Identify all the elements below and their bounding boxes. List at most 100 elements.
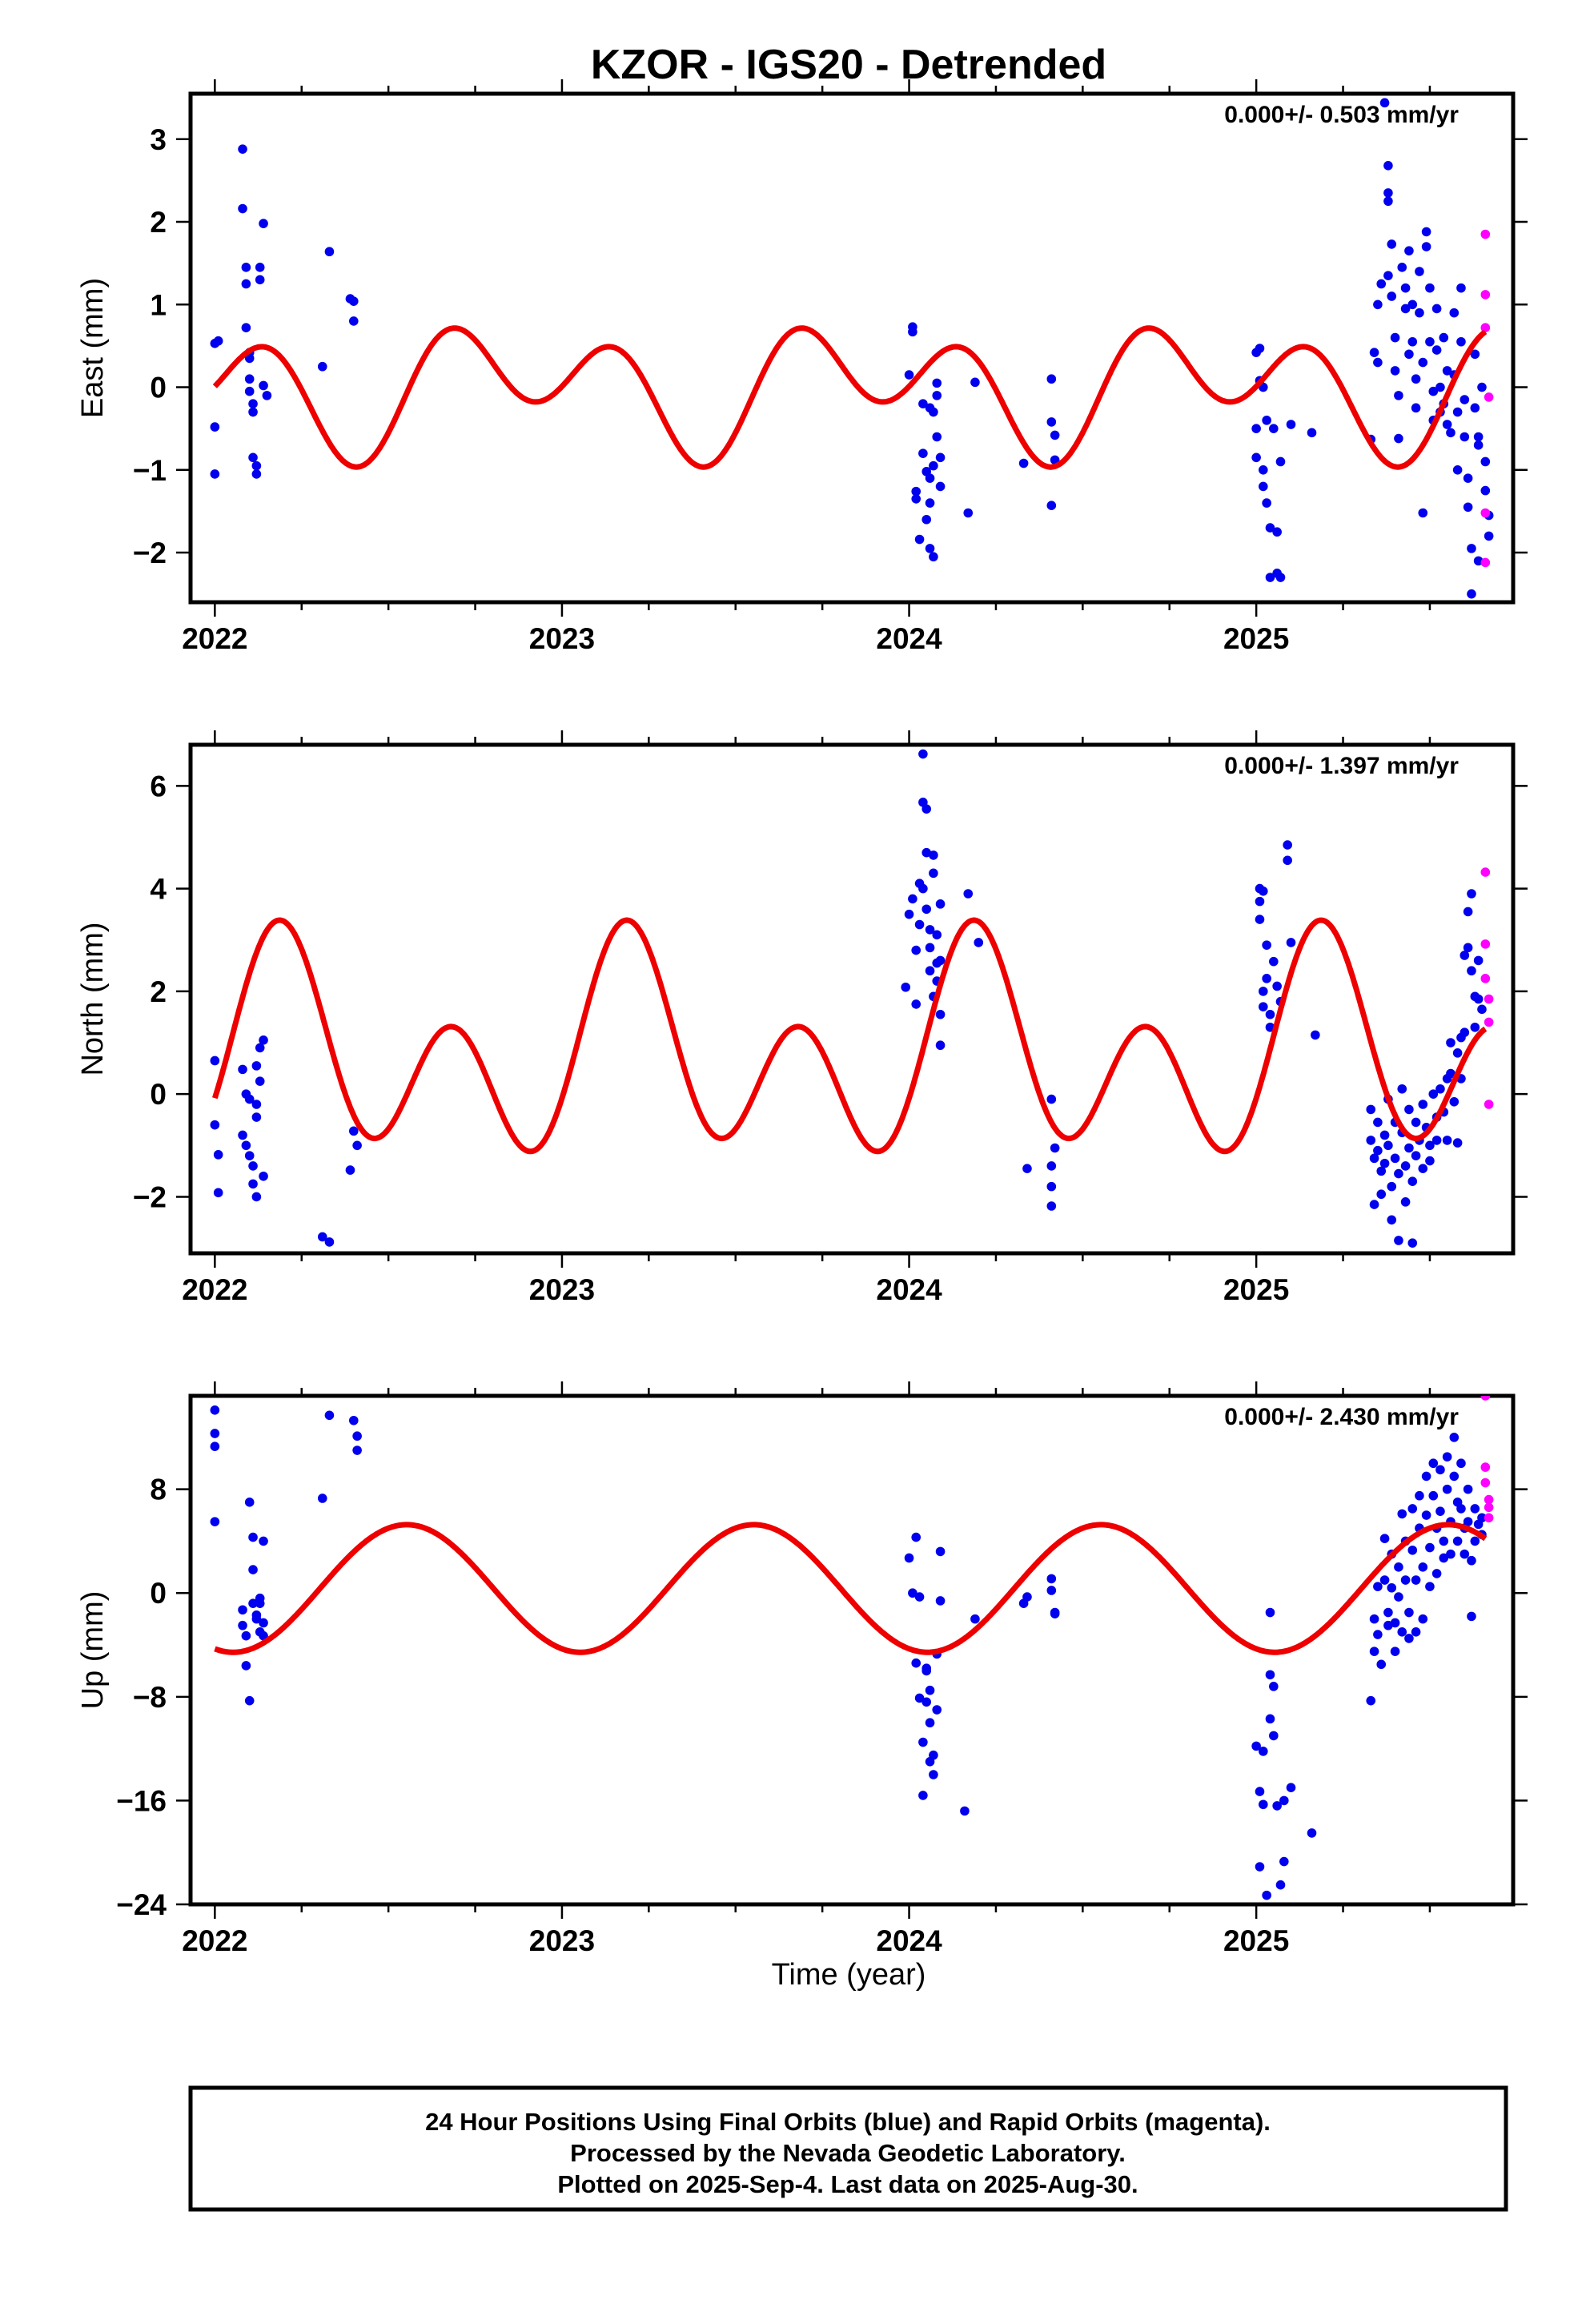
up-final-point <box>935 1596 946 1606</box>
north-final-point <box>935 955 946 966</box>
north-final-point <box>925 943 935 953</box>
east-final-point <box>210 422 220 432</box>
east-x-tick-label: 2024 <box>876 622 942 655</box>
north-final-point <box>1390 1153 1400 1164</box>
up-final-point <box>248 1565 258 1574</box>
east-final-point <box>1446 428 1456 438</box>
up-final-point <box>251 1614 262 1624</box>
east-final-point <box>1307 428 1317 438</box>
north-final-point <box>1262 940 1271 950</box>
up-final-point <box>932 1705 942 1715</box>
east-final-point <box>1470 403 1480 413</box>
east-final-point <box>317 361 327 372</box>
east-final-point <box>213 336 223 346</box>
east-final-point <box>1275 573 1286 582</box>
up-final-point <box>1404 1634 1414 1643</box>
north-final-point <box>210 1055 220 1066</box>
north-final-point <box>1446 1068 1456 1079</box>
up-final-point <box>241 1661 251 1671</box>
north-final-point <box>1397 1084 1407 1094</box>
north-final-point <box>1404 1143 1414 1153</box>
north-final-point <box>1467 889 1476 899</box>
east-rapid-point <box>1484 392 1494 402</box>
up-final-point <box>259 1630 268 1641</box>
north-final-point <box>1265 1009 1275 1019</box>
east-y-tick-label: −1 <box>133 454 167 487</box>
east-final-point <box>1272 527 1282 537</box>
up-final-point <box>1442 1452 1452 1462</box>
north-final-point <box>1383 1140 1393 1151</box>
up-final-point <box>1467 1611 1476 1622</box>
up-final-point <box>1435 1465 1445 1475</box>
east-final-point <box>1411 403 1421 413</box>
east-final-point <box>1369 348 1379 357</box>
up-final-point <box>1379 1534 1390 1543</box>
up-final-point <box>1435 1506 1445 1516</box>
east-final-point <box>324 247 335 257</box>
up-final-point <box>248 1598 258 1608</box>
up-final-point <box>1418 1562 1428 1572</box>
east-final-point <box>929 407 938 417</box>
east-final-point <box>1484 531 1494 541</box>
north-final-point <box>1442 1136 1452 1145</box>
north-final-point <box>259 1035 268 1045</box>
north-final-point <box>925 966 935 976</box>
north-y-tick-label: 2 <box>150 975 167 1008</box>
north-final-point <box>974 938 984 947</box>
east-final-point <box>251 469 262 479</box>
east-y-tick-label: 0 <box>150 372 167 404</box>
up-final-point <box>352 1445 362 1455</box>
north-final-point <box>1283 840 1292 850</box>
east-final-point <box>925 498 935 508</box>
east-final-point <box>918 399 928 408</box>
east-final-point <box>1379 98 1390 108</box>
up-final-point <box>1307 1828 1317 1838</box>
north-final-point <box>1046 1161 1057 1171</box>
east-rapid-point <box>1480 229 1491 239</box>
up-plot-frame <box>188 1393 1516 1907</box>
up-final-point <box>935 1546 946 1557</box>
up-final-point <box>1452 1536 1463 1546</box>
east-final-point <box>1415 308 1424 318</box>
north-final-point <box>1379 1130 1390 1140</box>
x-axis-label: Time (year) <box>772 1958 926 1992</box>
up-final-point <box>1428 1458 1439 1469</box>
north-final-point <box>911 999 921 1009</box>
north-final-point <box>1376 1189 1387 1200</box>
up-final-point <box>925 1718 935 1728</box>
north-final-point <box>1366 1136 1376 1145</box>
east-final-point <box>262 391 272 400</box>
east-final-point <box>1473 440 1484 450</box>
north-final-point <box>911 945 921 955</box>
up-final-point <box>1404 1607 1414 1618</box>
up-final-point <box>1425 1582 1435 1591</box>
north-y-tick-label: 0 <box>150 1078 167 1111</box>
north-final-point <box>1463 943 1473 953</box>
east-final-point <box>1387 239 1397 249</box>
up-final-point <box>1463 1484 1473 1494</box>
east-final-point <box>1431 345 1442 355</box>
north-rapid-point <box>1484 994 1494 1004</box>
east-rapid-point <box>1480 557 1491 568</box>
north-final-point <box>1259 987 1268 996</box>
east-final-point <box>1050 430 1060 440</box>
east-final-point <box>1473 556 1484 566</box>
up-final-point <box>255 1598 265 1608</box>
up-final-point <box>248 1532 258 1542</box>
north-final-point <box>1411 1117 1421 1128</box>
up-final-point <box>1387 1582 1397 1593</box>
up-x-tick-label: 2023 <box>529 1924 595 1957</box>
east-final-point <box>1394 391 1403 400</box>
east-final-point <box>1418 508 1428 518</box>
up-final-point <box>1262 1890 1271 1900</box>
north-final-point <box>1311 1030 1320 1040</box>
up-final-point <box>918 1737 928 1747</box>
east-final-point <box>1442 420 1452 429</box>
north-final-point <box>1425 1156 1435 1166</box>
up-final-point <box>1275 1880 1286 1890</box>
east-final-point <box>904 370 914 380</box>
north-final-point <box>1446 1038 1456 1047</box>
up-final-point <box>1269 1731 1279 1741</box>
up-rapid-point <box>1480 1478 1491 1488</box>
north-final-point <box>1046 1094 1057 1104</box>
